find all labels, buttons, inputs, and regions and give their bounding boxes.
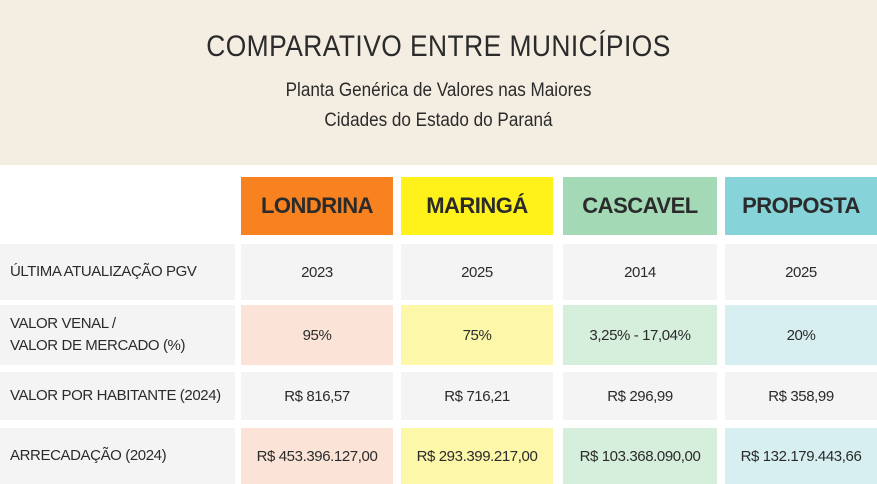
table-cell: 75% xyxy=(401,305,553,365)
column-header: PROPOSTA xyxy=(725,177,877,235)
table-cell: R$ 816,57 xyxy=(241,372,393,420)
header-band xyxy=(0,0,877,165)
column-header: LONDRINA xyxy=(241,177,393,235)
row-label: ARRECADAÇÃO (2024) xyxy=(0,428,235,484)
subtitle: Planta Genérica de Valores nas Maiores xyxy=(285,80,592,101)
table-cell: 2014 xyxy=(563,244,717,300)
row-label: VALOR VENAL / VALOR DE MERCADO (%) xyxy=(0,305,235,365)
table-cell: R$ 103.368.090,00 xyxy=(563,428,717,484)
table-cell: R$ 716,21 xyxy=(401,372,553,420)
column-header: MARINGÁ xyxy=(401,177,553,235)
subtitle: Cidades do Estado do Paraná xyxy=(324,110,553,131)
table-cell: 2025 xyxy=(401,244,553,300)
row-label: ÚLTIMA ATUALIZAÇÃO PGV xyxy=(0,244,235,300)
table-cell: R$ 358,99 xyxy=(725,372,877,420)
table-cell: R$ 453.396.127,00 xyxy=(241,428,393,484)
table-cell: R$ 296,99 xyxy=(563,372,717,420)
title: COMPARATIVO ENTRE MUNICÍPIOS xyxy=(206,30,671,63)
table-cell: 95% xyxy=(241,305,393,365)
row-label: VALOR POR HABITANTE (2024) xyxy=(0,372,235,420)
table-cell: 3,25% - 17,04% xyxy=(563,305,717,365)
table-cell: R$ 293.399.217,00 xyxy=(401,428,553,484)
table-cell: 2023 xyxy=(241,244,393,300)
column-header: CASCAVEL xyxy=(563,177,717,235)
table-cell: 2025 xyxy=(725,244,877,300)
table-cell: 20% xyxy=(725,305,877,365)
table-cell: R$ 132.179.443,66 xyxy=(725,428,877,484)
